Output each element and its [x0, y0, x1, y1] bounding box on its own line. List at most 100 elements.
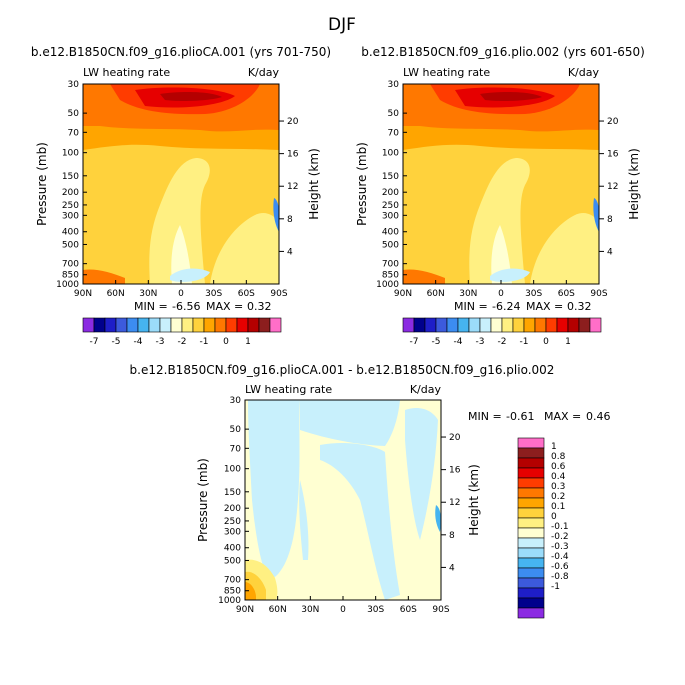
y-tick-label: 250: [62, 201, 79, 211]
panel-1-field: [83, 84, 279, 284]
panel-2-max-value: 0.32: [567, 300, 592, 313]
y-tick-label: 30: [230, 396, 242, 406]
panel-2-subtitle-right: K/day: [568, 66, 600, 79]
colorbar-box: [203, 317, 216, 333]
colorbar-label: -1: [200, 337, 209, 347]
colorbar-box: [534, 317, 547, 333]
colorbar-label: 0.6: [551, 462, 566, 472]
colorbar-box: [517, 557, 545, 569]
x-tick-label: 0: [178, 289, 184, 299]
colorbar-box: [517, 447, 545, 459]
colorbar-box: [148, 317, 161, 333]
panel-3-max-label: MAX =: [544, 410, 581, 423]
y-tick-label: 700: [62, 260, 79, 270]
panel-2-ylabel-right: Height (km): [627, 148, 641, 219]
y-tick-label: 200: [224, 504, 241, 514]
colorbar-box: [517, 437, 545, 449]
panel-3-field-blue-edge: [435, 505, 441, 532]
panel-2-title: b.e12.B1850CN.f09_g16.plio.002 (yrs 601-…: [361, 45, 645, 59]
colorbar-label: 0.8: [551, 452, 566, 462]
panel-3-yticks-right: 20 16 12 8 4: [441, 433, 461, 573]
colorbar-box: [517, 607, 545, 619]
y-tick-label: 400: [382, 228, 399, 238]
colorbar-label: 0.4: [551, 472, 566, 482]
y-tick-label: 30: [68, 80, 80, 90]
colorbar-box: [402, 317, 415, 333]
colorbar-label: -5: [432, 337, 441, 347]
panel-3-min-label: MIN =: [468, 410, 502, 423]
colorbar-box: [517, 467, 545, 479]
y-right-tick-label: 16: [449, 466, 461, 476]
y-tick-label: 70: [388, 128, 400, 138]
y-tick-label: 30: [388, 80, 400, 90]
y-tick-label: 850: [224, 587, 241, 597]
panel-1-subtitle-left: LW heating rate: [83, 66, 170, 79]
colorbar-box: [424, 317, 437, 333]
y-right-tick-label: 12: [449, 498, 460, 508]
panel-1-colorbar-boxes: [82, 317, 282, 333]
panel-3-field-blue-left: [248, 400, 300, 580]
colorbar-box: [567, 317, 580, 333]
colorbar-box: [159, 317, 172, 333]
colorbar-box: [512, 317, 525, 333]
x-tick-label: 30S: [205, 289, 222, 299]
colorbar-box: [82, 317, 95, 333]
panel-2: b.e12.B1850CN.f09_g16.plio.002 (yrs 601-…: [355, 45, 645, 347]
panel-1-field-lightblue: [170, 268, 210, 282]
colorbar-box: [517, 517, 545, 529]
panel-1-max-label: MAX =: [206, 300, 243, 313]
panel-3-field-blue-top: [300, 400, 400, 446]
colorbar-box: [556, 317, 569, 333]
y-tick-label: 100: [224, 465, 241, 475]
panel-1-min-label: MIN =: [134, 300, 168, 313]
panel-2-max-label: MAX =: [526, 300, 563, 313]
colorbar-box: [181, 317, 194, 333]
panel-3-field-blue-right: [405, 408, 438, 540]
x-tick-label: 60S: [238, 289, 255, 299]
y-tick-label: 300: [382, 211, 399, 221]
y-tick-label: 850: [382, 271, 399, 281]
panel-2-min-value: -6.24: [492, 300, 520, 313]
x-tick-label: 90N: [236, 605, 254, 615]
panel-3-field-blue-center: [320, 442, 400, 600]
y-tick-label: 150: [224, 488, 241, 498]
colorbar-label: -4: [134, 337, 143, 347]
y-right-tick-label: 20: [449, 433, 461, 443]
colorbar-label: 0: [223, 337, 229, 347]
colorbar-label: -0.2: [551, 532, 569, 542]
y-right-tick-label: 20: [607, 117, 619, 127]
y-right-tick-label: 4: [607, 247, 613, 257]
colorbar-box: [126, 317, 139, 333]
panel-1-max-value: 0.32: [247, 300, 272, 313]
x-tick-label: 60N: [427, 289, 445, 299]
colorbar-box: [517, 597, 545, 609]
colorbar-box: [517, 457, 545, 469]
colorbar-label: -0.4: [551, 552, 569, 562]
y-tick-label: 150: [62, 172, 79, 182]
colorbar-label: 0.3: [551, 482, 565, 492]
y-right-tick-label: 4: [449, 563, 455, 573]
panel-3-colorbar-labels: 10.80.60.40.30.20.10-0.1-0.2-0.3-0.4-0.6…: [551, 442, 569, 592]
panel-3-colorbar-boxes: [517, 437, 545, 619]
panel-1: b.e12.B1850CN.f09_g16.plioCA.001 (yrs 70…: [31, 45, 331, 347]
colorbar-label: -0.6: [551, 562, 569, 572]
y-tick-label: 100: [382, 149, 399, 159]
colorbar-label: -2: [178, 337, 187, 347]
y-right-tick-label: 12: [287, 182, 298, 192]
panel-3: b.e12.B1850CN.f09_g16.plioCA.001 - b.e12…: [130, 363, 611, 619]
y-tick-label: 100: [62, 149, 79, 159]
colorbar-label: -7: [90, 337, 99, 347]
x-tick-label: 0: [340, 605, 346, 615]
panel-2-xticks: 90N 60N 30N 0 30S 60S 90S: [394, 280, 608, 299]
y-tick-label: 250: [224, 517, 241, 527]
panel-3-ylabel: Pressure (mb): [196, 458, 210, 542]
colorbar-label: 1: [565, 337, 571, 347]
figure-title: DJF: [328, 15, 356, 35]
y-tick-label: 700: [224, 576, 241, 586]
panel-3-min-value: -0.61: [506, 410, 534, 423]
x-tick-label: 90N: [74, 289, 92, 299]
colorbar-box: [578, 317, 591, 333]
colorbar-label: -1: [551, 582, 560, 592]
x-tick-label: 90S: [432, 605, 449, 615]
